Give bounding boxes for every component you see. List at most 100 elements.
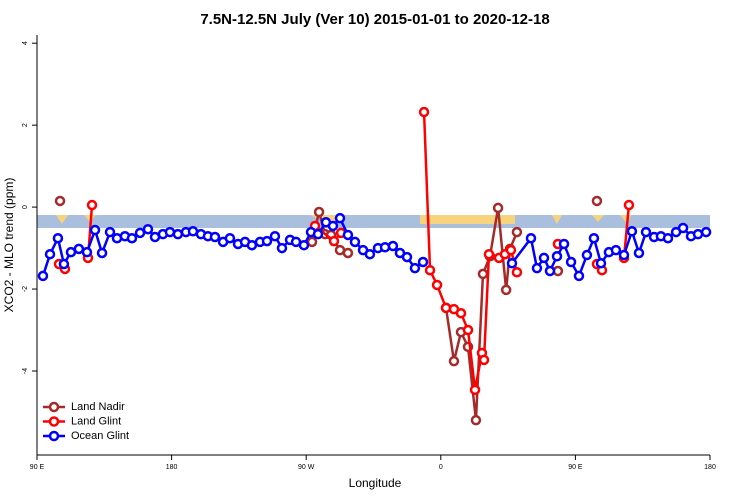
legend-swatch bbox=[48, 430, 60, 442]
point bbox=[500, 284, 512, 296]
point bbox=[73, 243, 85, 255]
point bbox=[448, 355, 460, 367]
reference-band bbox=[37, 215, 710, 228]
point bbox=[424, 264, 436, 276]
point bbox=[573, 270, 585, 282]
point bbox=[633, 247, 645, 259]
point bbox=[581, 249, 593, 261]
point bbox=[142, 223, 154, 235]
point bbox=[492, 202, 504, 214]
point bbox=[276, 242, 288, 254]
point bbox=[477, 268, 489, 280]
point bbox=[538, 252, 550, 264]
point bbox=[261, 235, 273, 247]
point bbox=[431, 279, 443, 291]
band-highlight bbox=[552, 215, 562, 224]
point bbox=[342, 229, 354, 241]
point bbox=[505, 244, 517, 256]
point bbox=[591, 195, 603, 207]
point bbox=[544, 265, 556, 277]
x-tick-label: 180 bbox=[704, 464, 716, 471]
point bbox=[470, 414, 482, 426]
point bbox=[401, 251, 413, 263]
legend-label: Land Glint bbox=[71, 415, 121, 427]
point bbox=[610, 244, 622, 256]
point bbox=[126, 232, 138, 244]
point bbox=[455, 307, 467, 319]
x-tick-label: 90 W bbox=[298, 464, 315, 471]
point bbox=[313, 206, 325, 218]
point bbox=[96, 247, 108, 259]
point bbox=[640, 226, 652, 238]
legend-swatch bbox=[48, 401, 60, 413]
point bbox=[506, 257, 518, 269]
point bbox=[677, 222, 689, 234]
x-tick-label: 180 bbox=[166, 464, 178, 471]
point bbox=[478, 354, 490, 366]
point bbox=[551, 251, 563, 262]
legend-swatch bbox=[48, 416, 60, 427]
y-tick-label: -2 bbox=[22, 286, 29, 292]
point bbox=[58, 258, 70, 270]
point bbox=[626, 226, 638, 237]
x-tick-label: 0 bbox=[439, 464, 443, 471]
point bbox=[246, 239, 258, 251]
point bbox=[531, 262, 543, 274]
point bbox=[172, 228, 184, 240]
point bbox=[511, 266, 523, 278]
point bbox=[662, 232, 674, 244]
point bbox=[565, 256, 577, 268]
band-highlight bbox=[420, 215, 515, 224]
x-tick-label: 90 E bbox=[568, 464, 583, 471]
point bbox=[418, 106, 430, 118]
point bbox=[379, 242, 391, 253]
y-axis-label: XCO2 - MLO trend (ppm) bbox=[2, 178, 16, 313]
point bbox=[104, 226, 116, 238]
band-highlight bbox=[56, 215, 68, 224]
point bbox=[209, 231, 221, 243]
y-tick-label: 4 bbox=[22, 41, 29, 45]
band-highlight bbox=[592, 215, 604, 222]
point bbox=[37, 270, 49, 282]
point bbox=[327, 220, 339, 232]
point bbox=[86, 199, 98, 211]
point bbox=[298, 239, 310, 251]
point bbox=[409, 262, 421, 274]
point bbox=[387, 240, 399, 252]
point bbox=[269, 230, 281, 242]
point bbox=[700, 226, 712, 238]
point bbox=[306, 236, 318, 248]
y-tick-label: -4 bbox=[22, 368, 29, 374]
point bbox=[511, 226, 523, 238]
point bbox=[224, 232, 236, 244]
point bbox=[334, 212, 346, 224]
point bbox=[558, 238, 570, 250]
point bbox=[54, 195, 66, 207]
point bbox=[692, 228, 704, 240]
point bbox=[342, 247, 354, 259]
point bbox=[81, 246, 93, 258]
y-tick-label: 0 bbox=[22, 205, 29, 209]
legend-label: Ocean Glint bbox=[71, 430, 129, 442]
point bbox=[469, 384, 481, 396]
point bbox=[364, 248, 376, 260]
point bbox=[349, 236, 361, 248]
point bbox=[623, 199, 635, 211]
chart-title: 7.5N-12.5N July (Ver 10) 2015-01-01 to 2… bbox=[200, 11, 549, 28]
point bbox=[525, 232, 537, 244]
point bbox=[588, 232, 600, 244]
point bbox=[44, 248, 56, 260]
point bbox=[328, 235, 340, 247]
point bbox=[312, 228, 324, 240]
point bbox=[440, 302, 452, 314]
point bbox=[618, 249, 630, 261]
point bbox=[483, 248, 495, 260]
point bbox=[595, 257, 607, 269]
point bbox=[417, 256, 429, 268]
y-tick-label: 2 bbox=[22, 123, 29, 127]
x-tick-label: 90 E bbox=[30, 464, 45, 471]
point bbox=[89, 224, 101, 236]
legend-label: Land Nadir bbox=[71, 401, 125, 413]
point bbox=[52, 232, 64, 244]
